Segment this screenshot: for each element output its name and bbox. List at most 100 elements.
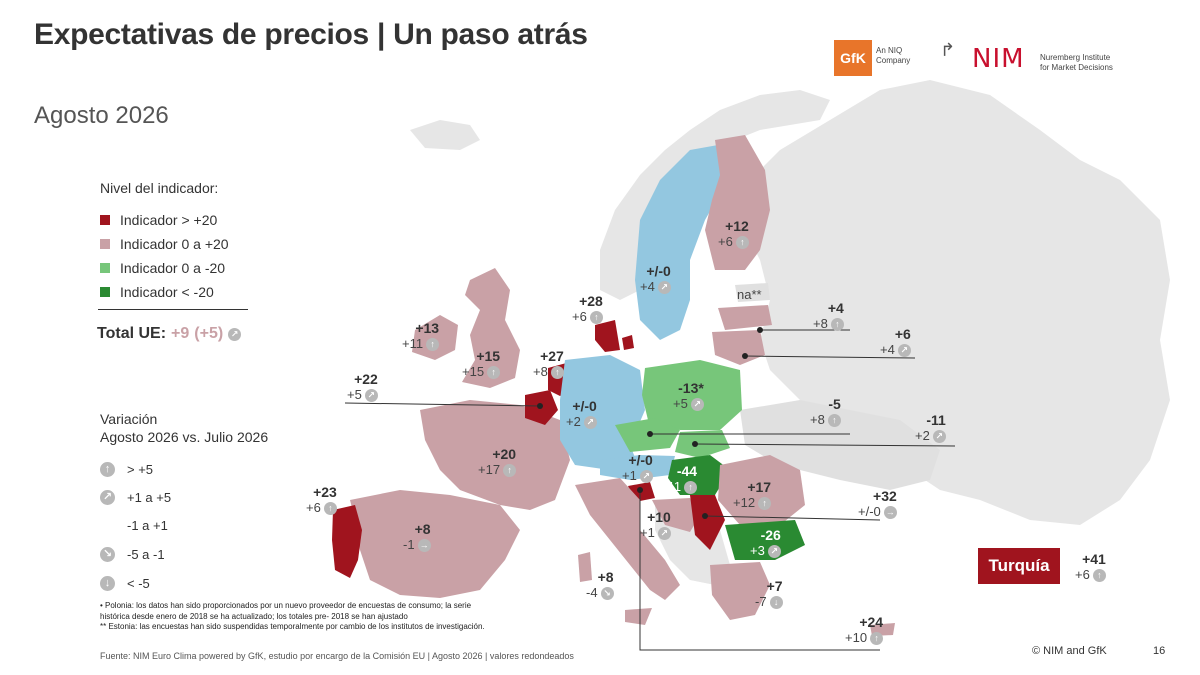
- country-value: +6: [894, 326, 911, 342]
- label-latvia: +4 +8 ↑: [813, 300, 844, 332]
- country-change: +6: [1075, 567, 1090, 582]
- country-croatia: [652, 498, 700, 532]
- variation-heading: Variación Agosto 2026 vs. Julio 2026: [100, 410, 268, 446]
- arrow-up-right-icon: ↗: [364, 388, 378, 402]
- country-change: +8: [813, 316, 828, 331]
- country-denmark-island: [622, 335, 634, 350]
- variation-item: ↓ < -5: [100, 576, 150, 591]
- variation-label: -1 a +1: [127, 518, 168, 533]
- country-change: +11: [402, 336, 424, 351]
- country-poland: [642, 360, 742, 430]
- label-portugal: +23 +6 ↑: [306, 484, 337, 516]
- total-label: Total UE:: [97, 325, 167, 342]
- country-value: +10: [647, 509, 671, 525]
- country-value: -44: [676, 463, 698, 479]
- country-france: [420, 400, 570, 510]
- arrow-up-icon: ↑: [426, 337, 440, 351]
- country-change: +4: [640, 279, 655, 294]
- arrow-up-icon: ↑: [503, 463, 517, 477]
- country-value: +27: [540, 348, 564, 364]
- label-sweden: +/-0 +4 ↗: [640, 263, 671, 295]
- arrow-up-icon: ↑: [758, 496, 772, 510]
- legend-swatch: [100, 215, 110, 225]
- country-value: na**: [737, 287, 762, 302]
- country-change: +11: [660, 479, 682, 494]
- land-grey-iceland: [410, 120, 480, 150]
- label-slovakia: -11 +2 ↗: [915, 412, 946, 444]
- variation-heading-1: Variación: [100, 411, 158, 427]
- label-austria: +/-0 +1 ↗: [622, 452, 653, 484]
- arrow-down-right-icon: ↘: [100, 547, 115, 562]
- country-value: +12: [725, 218, 749, 234]
- legend-swatch: [100, 287, 110, 297]
- variation-label: -5 a -1: [127, 547, 165, 562]
- label-romania: +17 +12 ↑: [733, 479, 772, 511]
- country-value: +4: [827, 300, 844, 316]
- variation-label: < -5: [127, 576, 150, 591]
- nim-tagline: Nuremberg Institute for Market Decisions: [1040, 53, 1113, 73]
- label-cyprus: +24 +10 ↑: [845, 614, 884, 646]
- page-subtitle: Agosto 2026: [34, 102, 169, 129]
- country-value: +7: [766, 578, 783, 594]
- country-change: -7: [755, 594, 767, 609]
- legend-label: Indicador < -20: [120, 284, 214, 300]
- arrow-up-right-icon: ↗: [690, 397, 704, 411]
- arrow-up-icon: ↑: [870, 631, 884, 645]
- country-change: +6: [306, 500, 321, 515]
- country-value: +17: [747, 479, 772, 495]
- label-italy: +8 -4 ↘: [586, 569, 614, 601]
- label-poland: -13* +5 ↗: [673, 380, 704, 412]
- country-romania: [718, 455, 805, 525]
- arrow-down-right-icon: ↘: [600, 586, 614, 600]
- country-value: +/-0: [628, 452, 653, 468]
- label-spain: +8 -1 →: [403, 521, 431, 553]
- country-value: -5: [828, 396, 841, 412]
- country-greece: [710, 562, 770, 620]
- country-value: +13: [415, 320, 440, 336]
- country-change: +6: [718, 234, 733, 249]
- label-czechia: -5 +8 ↑: [810, 396, 841, 428]
- country-denmark: [595, 320, 620, 352]
- variation-item: ↗ +1 a +5: [100, 490, 171, 505]
- no-icon: [100, 518, 115, 533]
- country-value: +22: [354, 371, 378, 387]
- arrow-up-icon: ↑: [487, 365, 501, 379]
- nim-logo: NIM: [972, 44, 1025, 74]
- country-estonia: [735, 283, 770, 302]
- label-belgium: +22 +5 ↗: [347, 371, 378, 403]
- country-change: +2: [566, 414, 581, 429]
- arrow-up-right-icon: ↗: [897, 343, 911, 357]
- country-value: +28: [579, 293, 603, 309]
- legend-label: Indicador > +20: [120, 212, 218, 228]
- label-denmark: +28 +6 ↑: [572, 293, 603, 325]
- footnote-poland-2: histórica desde enero de 2018 se ha actu…: [100, 611, 408, 621]
- arrow-up-right-icon: ↗: [583, 415, 597, 429]
- nim-tagline-2: for Market Decisions: [1040, 63, 1113, 72]
- variation-label: +1 a +5: [127, 490, 172, 505]
- label-uk: +15 +15 ↑: [462, 348, 501, 380]
- legend-swatch: [100, 263, 110, 273]
- variation-heading-2: Agosto 2026 vs. Julio 2026: [100, 429, 269, 445]
- country-change: +15: [462, 364, 485, 379]
- country-sicily: [625, 608, 652, 625]
- arrow-up-right-icon: ↗: [657, 526, 671, 540]
- legend-divider: [98, 309, 248, 310]
- country-change: +3: [750, 543, 765, 558]
- arrow-up-right-icon: ↗: [657, 280, 671, 294]
- arrow-right-icon: →: [417, 538, 431, 552]
- legend-item: Indicador < -20: [100, 284, 214, 300]
- country-value: +32: [873, 488, 897, 504]
- nim-arrow-icon: ↱: [940, 40, 956, 60]
- country-latvia: [718, 305, 772, 330]
- arrow-up-icon: ↑: [684, 480, 698, 494]
- arrow-up-right-icon: ↗: [228, 327, 242, 341]
- country-value: +/-0: [646, 263, 671, 279]
- label-croatia: +10 +1 ↗: [640, 509, 671, 541]
- country-change: +4: [880, 342, 895, 357]
- country-bulgaria: [725, 520, 805, 560]
- label-france: +20 +17 ↑: [478, 446, 517, 478]
- arrow-right-icon: →: [883, 505, 897, 519]
- country-change: +/-0: [858, 504, 881, 519]
- gfk-tagline-2: Company: [876, 56, 911, 65]
- country-change: +2: [915, 428, 930, 443]
